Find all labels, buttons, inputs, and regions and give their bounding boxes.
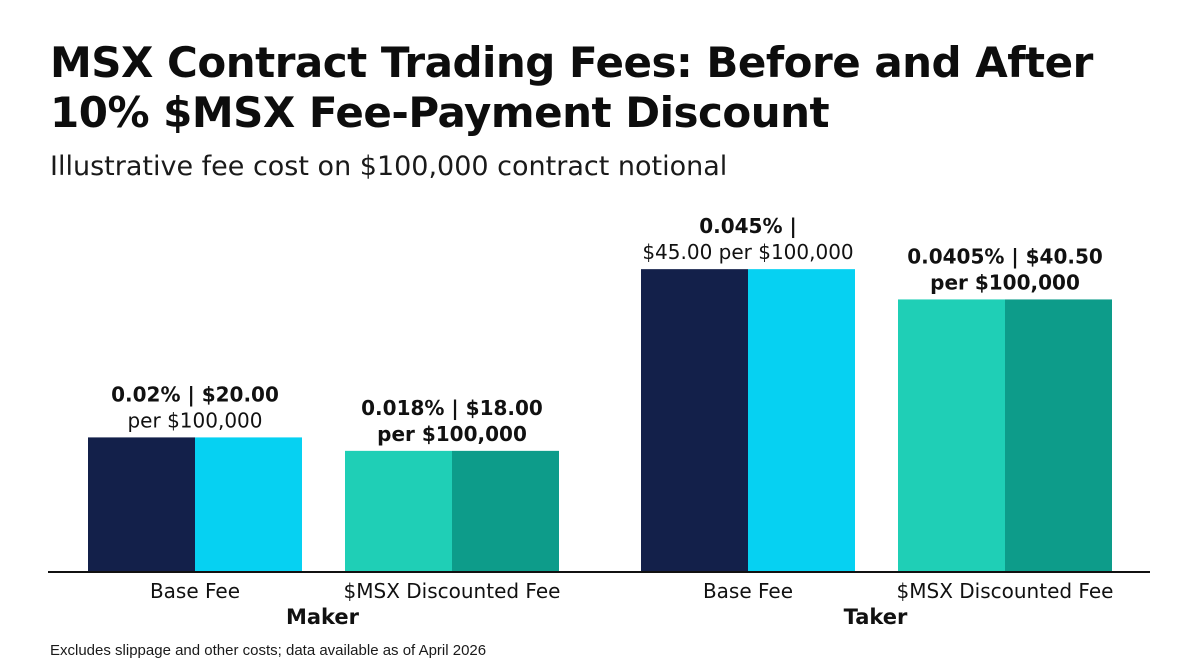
bar-maker-discounted-fee-right [452,450,559,572]
group-label-maker: Maker [286,605,360,629]
group-label-taker: Taker [844,605,908,629]
chart-title-line-2: 10% $MSX Fee-Payment Discount [50,88,830,137]
data-label-taker-discounted-fee-line-2: per $100,000 [930,270,1080,294]
bar-maker-base-fee-left [88,437,195,572]
bar-taker-base-fee-right [748,269,855,572]
data-label-maker-discounted-fee-line-2: per $100,000 [377,422,527,446]
data-label-taker-base-fee-line-2: $45.00 per $100,000 [642,240,853,264]
data-label-taker-base-fee-line-1: 0.045% | [699,214,797,238]
data-label-maker-base-fee-line-2: per $100,000 [127,408,262,432]
chart-subtitle: Illustrative fee cost on $100,000 contra… [50,151,728,182]
bar-maker-base-fee-right [195,437,302,572]
chart-title-line-1: MSX Contract Trading Fees: Before and Af… [50,38,1093,87]
tick-label-maker-base-fee: Base Fee [150,579,240,603]
chart-title: MSX Contract Trading Fees: Before and Af… [50,38,1170,138]
data-label-maker-base-fee-line-1: 0.02% | $20.00 [111,382,279,406]
bar-taker-discounted-fee-left [898,299,1005,572]
bar-maker-discounted-fee-left [345,450,452,572]
tick-label-taker-base-fee: Base Fee [703,579,793,603]
bar-taker-discounted-fee-right [1005,299,1112,572]
tick-label-taker-discounted-fee: $MSX Discounted Fee [897,579,1114,603]
data-label-maker-discounted-fee-line-1: 0.018% | $18.00 [361,396,543,420]
tick-label-maker-discounted-fee: $MSX Discounted Fee [344,579,561,603]
data-label-taker-discounted-fee-line-1: 0.0405% | $40.50 [907,244,1103,268]
footnote: Excludes slippage and other costs; data … [50,642,487,659]
bar-taker-base-fee-left [641,269,748,572]
